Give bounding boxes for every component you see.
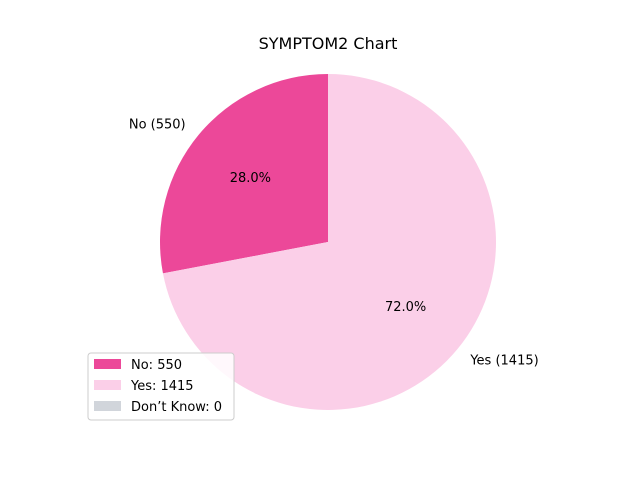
chart-title: SYMPTOM2 Chart <box>259 34 398 53</box>
legend-swatch-yes <box>94 380 121 390</box>
legend-box <box>87 352 235 421</box>
legend-swatch-don-t-know <box>94 401 121 411</box>
pie-labels: 28.0% No (550) 72.0% Yes (1415) <box>129 118 539 369</box>
slice-outer-label-yes: Yes (1415) <box>469 353 538 368</box>
slice-percent-label-yes: 72.0% <box>385 300 426 315</box>
pie-slice-yes <box>162 74 497 411</box>
pie-slice-no <box>160 74 328 274</box>
legend-label-yes: Yes: 1415 <box>130 379 194 394</box>
legend-label-don-t-know: Don’t Know: 0 <box>131 400 222 415</box>
legend-swatch-no <box>94 359 121 369</box>
legend-label-no: No: 550 <box>131 358 182 373</box>
legend: No: 550 Yes: 1415 Don’t Know: 0 <box>87 352 235 421</box>
slice-outer-label-no: No (550) <box>129 118 186 133</box>
pie-slices <box>160 74 497 411</box>
slice-percent-label-no: 28.0% <box>230 171 271 186</box>
